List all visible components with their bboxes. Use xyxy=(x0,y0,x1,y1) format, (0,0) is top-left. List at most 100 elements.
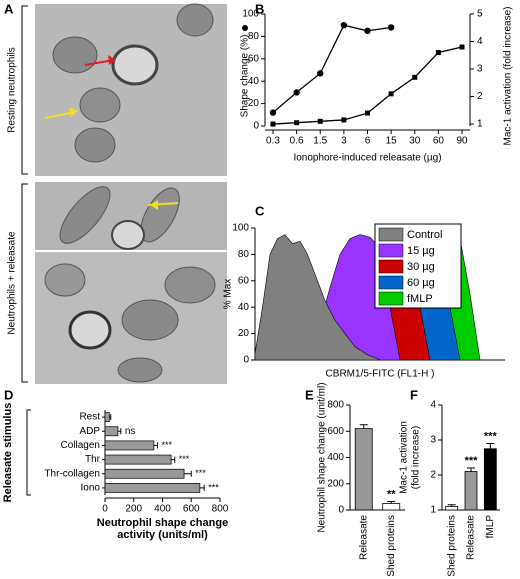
axis-label: % Max xyxy=(223,279,234,310)
x-tick-label: 200 xyxy=(125,504,142,515)
x-tick-label: 400 xyxy=(154,504,171,515)
legend-marker xyxy=(242,25,248,31)
y-tick-label: 60 xyxy=(238,275,250,286)
x-tick-label: 800 xyxy=(212,504,229,515)
axis-label: (fold increase) xyxy=(411,426,422,489)
y-tick-label: 100 xyxy=(242,9,259,20)
y-tick-label: Iono xyxy=(81,483,101,494)
y-tick-label: 80 xyxy=(248,31,260,42)
micrograph xyxy=(35,252,227,384)
error-bar xyxy=(109,414,112,421)
y-tick-label: 0 xyxy=(253,121,259,132)
legend-swatch xyxy=(378,259,404,274)
legend-swatch xyxy=(378,291,404,306)
error-bar xyxy=(486,443,495,449)
error-bar xyxy=(199,484,205,491)
error-bar xyxy=(447,504,456,507)
axis-label: Mac-1 activation (fold increase) xyxy=(503,7,514,146)
y-tick-label: 80 xyxy=(238,249,250,260)
legend-label: fMLP xyxy=(407,293,433,305)
y-tick-label: 20 xyxy=(248,98,260,109)
y-tick-label: 600 xyxy=(327,426,344,437)
y-tick-label: 200 xyxy=(327,478,344,489)
x-tick-label: Shed proteins xyxy=(386,515,397,577)
error-bar xyxy=(184,470,192,477)
bar xyxy=(483,448,497,511)
bar xyxy=(104,412,110,422)
x-tick-label: Shed proteins xyxy=(446,515,457,577)
legend-label: 60 µg xyxy=(407,277,435,289)
annotation: *** xyxy=(484,430,498,442)
annotation: *** xyxy=(161,440,172,450)
legend-swatch xyxy=(378,227,404,242)
micrograph xyxy=(35,3,227,176)
point xyxy=(270,121,276,127)
x-tick-label: 0.6 xyxy=(290,136,304,147)
axis-label: Shape change (%) xyxy=(240,35,251,118)
x-tick-label: 6 xyxy=(365,136,371,147)
x-tick-label: 90 xyxy=(456,136,468,147)
y2-tick-label: 1 xyxy=(477,119,483,130)
y-tick-label: 0 xyxy=(243,355,249,366)
panel-letter: D xyxy=(4,387,13,402)
point xyxy=(365,110,370,116)
panel-letter: B xyxy=(255,1,264,16)
point xyxy=(294,120,300,126)
x-tick-label: 600 xyxy=(183,504,200,515)
y-tick-label: 40 xyxy=(238,302,250,313)
error-bar xyxy=(359,424,368,429)
legend-swatch xyxy=(378,275,404,290)
point xyxy=(459,44,465,50)
y-tick-label: 40 xyxy=(248,76,260,87)
x-tick-label: 1.5 xyxy=(313,136,327,147)
point xyxy=(340,22,348,29)
series-line xyxy=(272,24,392,114)
y-tick-label: 400 xyxy=(327,452,344,463)
x-tick-label: fMLP xyxy=(485,515,496,539)
group-label: Neutrophils + releasate xyxy=(7,231,18,335)
bar xyxy=(104,454,172,465)
bar xyxy=(104,468,185,479)
y-tick-label: 4 xyxy=(430,400,436,411)
y-tick-label: ADP xyxy=(79,426,100,437)
histogram-area xyxy=(254,234,381,361)
error-bar xyxy=(117,428,122,435)
error-bar xyxy=(153,442,158,449)
error-bar xyxy=(467,467,475,472)
error-bar xyxy=(387,500,396,504)
y-tick-label: Rest xyxy=(79,412,100,423)
panel-letter: A xyxy=(4,1,14,16)
y-tick-label: 60 xyxy=(248,53,260,64)
y-tick-label: Thr xyxy=(85,454,101,465)
point xyxy=(317,70,324,77)
group-label: Resting neutrophils xyxy=(7,47,18,133)
bracket xyxy=(21,5,28,175)
x-tick-label: 0 xyxy=(102,504,108,515)
y-tick-label: 1 xyxy=(430,505,436,516)
panel-letter: F xyxy=(410,387,418,402)
y-tick-label: Collagen xyxy=(61,440,100,451)
bar xyxy=(354,428,373,511)
bar xyxy=(382,503,401,511)
point xyxy=(364,27,371,34)
axis-label: activity (units/ml) xyxy=(117,529,208,541)
panel-letter: C xyxy=(255,203,265,218)
x-tick-label: 60 xyxy=(433,136,445,147)
legend-label: 30 µg xyxy=(407,261,435,273)
axis-label: Mac-1 activation xyxy=(399,421,410,494)
bar xyxy=(104,440,155,451)
annotation: ns xyxy=(125,426,136,437)
y2-tick-label: 4 xyxy=(477,36,483,47)
bracket xyxy=(21,183,28,383)
axis-label: CBRM1/5-FITC (FL1-H ) xyxy=(326,369,435,380)
bar xyxy=(464,471,478,511)
y-tick-label: 20 xyxy=(238,328,250,339)
annotation: *** xyxy=(465,455,479,467)
x-tick-label: Releasate xyxy=(466,515,477,560)
bar xyxy=(445,506,459,511)
y-tick-label: Thr-collagen xyxy=(44,468,100,479)
axis-label: Ionophore-induced releasate (µg) xyxy=(293,153,441,164)
y2-tick-label: 5 xyxy=(477,9,483,20)
axis-label: Neutrophil shape change xyxy=(97,517,228,529)
